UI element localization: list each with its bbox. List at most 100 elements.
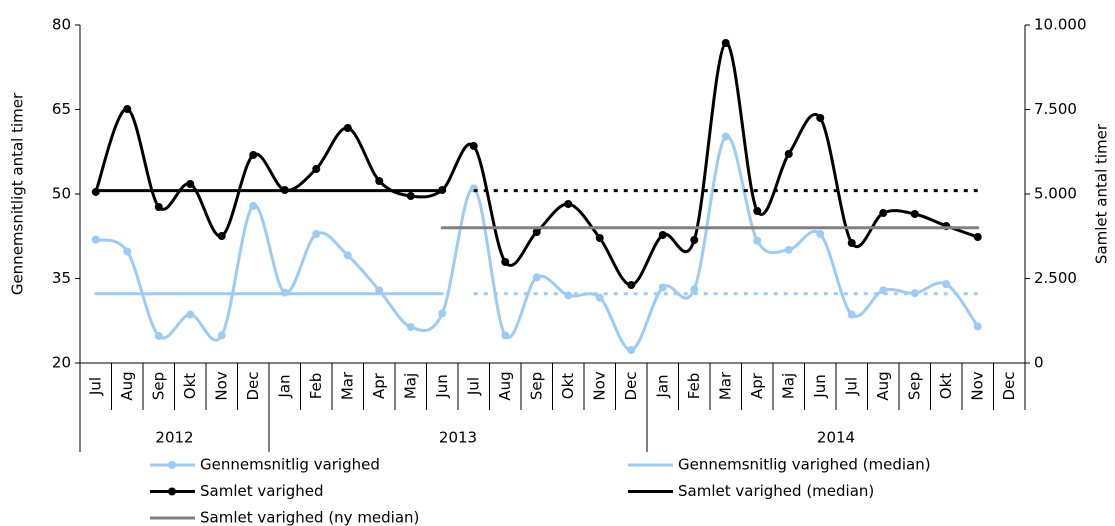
legend-label: Samlet varighed (median) xyxy=(678,482,874,500)
legend-label: Gennemsnitlig varighed xyxy=(200,456,380,474)
x-tick-label: Maj xyxy=(779,373,797,399)
series-line xyxy=(94,135,980,352)
series-marker xyxy=(973,322,982,331)
x-tick-label: Jul xyxy=(86,377,104,396)
x-tick-label: Sep xyxy=(527,372,545,400)
legend-marker xyxy=(168,487,176,496)
series-marker xyxy=(186,310,195,319)
series-marker xyxy=(690,236,699,245)
x-tick-label: Feb xyxy=(685,373,703,400)
series-marker xyxy=(690,285,699,294)
x-tick-label: Dec xyxy=(1000,371,1018,400)
x-tick-label: Jan xyxy=(275,374,293,398)
x-tick-label: Nov xyxy=(212,371,230,400)
series-marker xyxy=(469,142,478,151)
legend-label: Samlet varighed (ny median) xyxy=(200,509,419,526)
series-marker xyxy=(816,113,825,122)
series-marker xyxy=(721,132,730,141)
series-marker xyxy=(343,123,352,132)
series-marker xyxy=(343,251,352,260)
series-marker xyxy=(249,201,258,210)
y-tick-label: 20 xyxy=(52,354,71,372)
x-tick-label: Jan xyxy=(653,374,671,398)
series-marker xyxy=(816,229,825,238)
series-marker xyxy=(910,210,919,219)
x-tick-label: Aug xyxy=(496,371,514,400)
series-marker xyxy=(847,310,856,319)
year-label: 2013 xyxy=(439,429,477,447)
x-tick-label: Jun xyxy=(811,374,829,398)
x-tick-label: Jul xyxy=(842,377,860,396)
legend-label: Samlet varighed xyxy=(200,482,324,500)
series-marker xyxy=(564,200,573,209)
series-marker xyxy=(123,247,132,256)
series-marker xyxy=(375,176,384,185)
y-tick-label: 80 xyxy=(52,16,71,34)
y-tick-label: 50 xyxy=(52,185,71,203)
series-marker xyxy=(217,331,226,340)
year-label: 2012 xyxy=(155,429,193,447)
x-tick-label: Mar xyxy=(716,371,734,400)
x-tick-label: Dec xyxy=(244,371,262,400)
series-marker xyxy=(973,232,982,241)
series-marker xyxy=(658,283,667,292)
x-tick-label: Jun xyxy=(433,374,451,398)
series-marker xyxy=(595,234,604,243)
x-tick-label: Maj xyxy=(401,373,419,399)
series-marker xyxy=(217,232,226,241)
series-marker xyxy=(154,331,163,340)
legend-marker xyxy=(168,461,176,469)
y-tick-label: 35 xyxy=(52,269,71,287)
x-tick-label: Aug xyxy=(118,371,136,400)
series-marker xyxy=(658,230,667,239)
y2-axis-title: Samlet antal timer xyxy=(1093,123,1111,264)
x-tick-label: Aug xyxy=(874,371,892,400)
series-marker xyxy=(847,239,856,248)
x-tick-label: Sep xyxy=(149,372,167,400)
x-tick-label: Nov xyxy=(968,371,986,400)
legend-label: Gennemsnitlig varighed (median) xyxy=(678,456,931,474)
y2-tick-label: 5.000 xyxy=(1034,185,1077,203)
x-tick-label: Feb xyxy=(307,373,325,400)
series-line xyxy=(94,41,980,287)
series-marker xyxy=(501,331,510,340)
series-marker xyxy=(438,309,447,318)
series-marker xyxy=(406,191,415,200)
year-label: 2014 xyxy=(817,429,855,447)
series-marker xyxy=(753,207,762,216)
series-marker xyxy=(627,280,636,289)
x-tick-label: Jul xyxy=(464,377,482,396)
series-marker xyxy=(123,104,132,113)
series-marker xyxy=(532,273,541,282)
series-marker xyxy=(532,227,541,236)
series-marker xyxy=(91,235,100,244)
y-tick-label: 65 xyxy=(52,100,71,118)
series-marker xyxy=(879,208,888,217)
y2-tick-label: 2.500 xyxy=(1034,269,1077,287)
series-marker xyxy=(784,150,793,159)
x-tick-label: Mar xyxy=(338,371,356,400)
series-marker xyxy=(312,164,321,173)
x-tick-label: Okt xyxy=(181,373,199,399)
y2-tick-label: 7.500 xyxy=(1034,100,1077,118)
series-marker xyxy=(501,258,510,267)
series-marker xyxy=(753,236,762,245)
series-marker xyxy=(249,150,258,159)
series-marker xyxy=(154,203,163,212)
series-marker xyxy=(721,39,730,48)
series-marker xyxy=(627,346,636,355)
y-axis-title: Gennemsnitligt antal timer xyxy=(9,92,27,295)
series-marker xyxy=(312,229,321,238)
x-tick-label: Apr xyxy=(370,372,388,399)
series-marker xyxy=(942,280,951,289)
series-marker xyxy=(595,293,604,302)
x-tick-label: Nov xyxy=(590,371,608,400)
x-tick-label: Apr xyxy=(748,372,766,399)
x-tick-label: Dec xyxy=(622,371,640,400)
x-tick-label: Okt xyxy=(937,373,955,399)
x-tick-label: Okt xyxy=(559,373,577,399)
series-marker xyxy=(186,179,195,188)
x-tick-label: Sep xyxy=(905,372,923,400)
series-marker xyxy=(784,245,793,254)
